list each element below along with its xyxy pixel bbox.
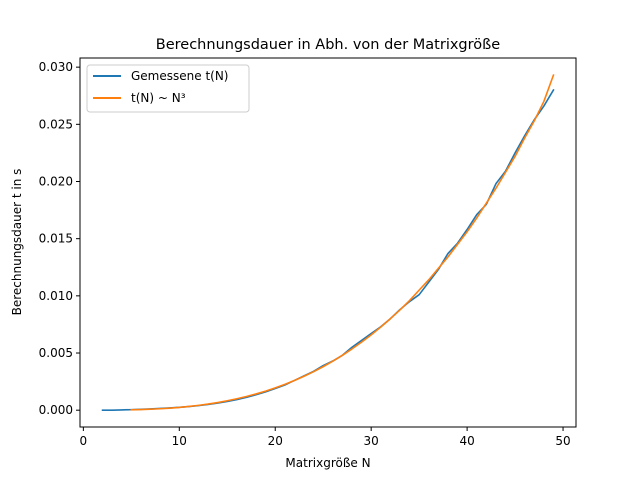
x-tick-label: 30 [364, 434, 379, 448]
x-tick-label: 0 [80, 434, 88, 448]
x-axis-label: Matrixgröße N [285, 456, 370, 470]
legend-box [86, 64, 250, 113]
x-axis: 0 10 20 30 40 50 [80, 427, 571, 448]
x-tick-label: 50 [555, 434, 570, 448]
y-tick-label: 0.015 [39, 232, 73, 246]
y-tick-label: 0.025 [39, 117, 73, 131]
y-tick-label: 0.005 [39, 346, 73, 360]
y-tick-label: 0.020 [39, 174, 73, 188]
x-tick-label: 10 [172, 434, 187, 448]
x-tick-label: 20 [268, 434, 283, 448]
series-layer [101, 74, 555, 411]
plot-frame [79, 57, 577, 428]
y-tick-label: 0.010 [39, 289, 73, 303]
y-axis-label: Berechnungsdauer t in s [10, 169, 24, 316]
legend: Gemessene t(N) t(N) ~ N³ [86, 64, 250, 113]
legend-label-measured: Gemessene t(N) [131, 69, 229, 83]
plot-area [80, 58, 576, 427]
series-line-cubic [130, 74, 555, 411]
plot-background [80, 58, 576, 427]
y-tick-label: 0.000 [39, 403, 73, 417]
chart-title: Berechnungsdauer in Abh. von der Matrixg… [156, 37, 501, 53]
y-axis: 0.000 0.005 0.010 0.015 0.020 0.025 0.030 [39, 60, 80, 417]
x-tick-label: 40 [459, 434, 474, 448]
y-tick-label: 0.030 [39, 60, 73, 74]
legend-label-cubic: t(N) ~ N³ [131, 91, 186, 105]
